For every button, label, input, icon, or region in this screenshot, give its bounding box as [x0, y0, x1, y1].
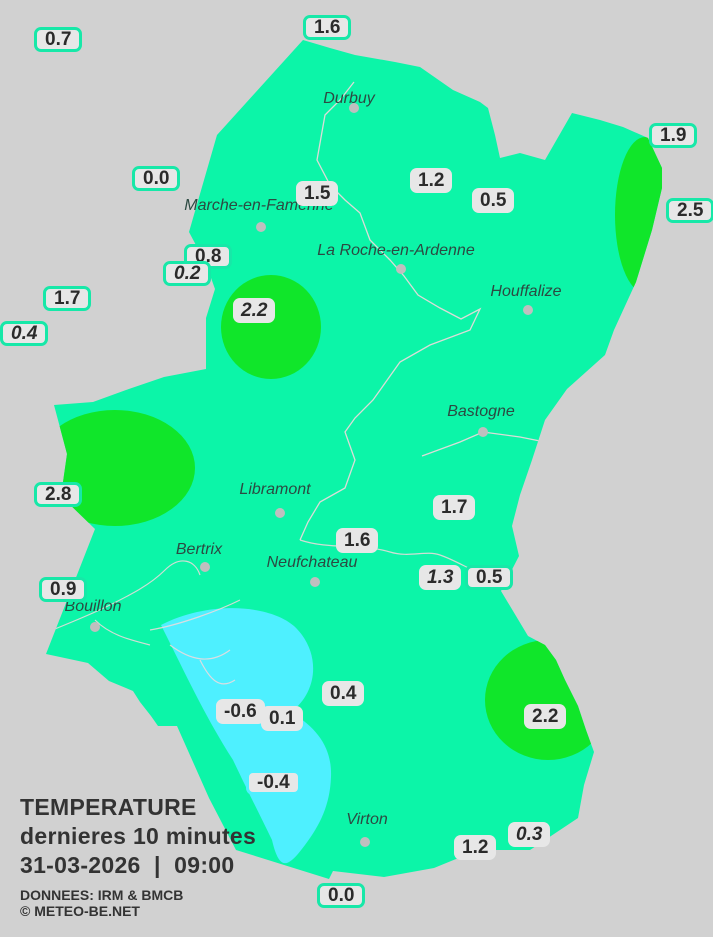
svg-text:Houffalize: Houffalize	[490, 283, 561, 300]
svg-text:Bastogne: Bastogne	[447, 403, 515, 420]
svg-text:La Roche-en-Ardenne: La Roche-en-Ardenne	[317, 242, 475, 259]
svg-text:Neufchateau: Neufchateau	[267, 554, 358, 571]
svg-text:Bertrix: Bertrix	[176, 541, 223, 558]
svg-text:Durbuy: Durbuy	[323, 90, 376, 107]
svg-text:Libramont: Libramont	[239, 481, 311, 498]
